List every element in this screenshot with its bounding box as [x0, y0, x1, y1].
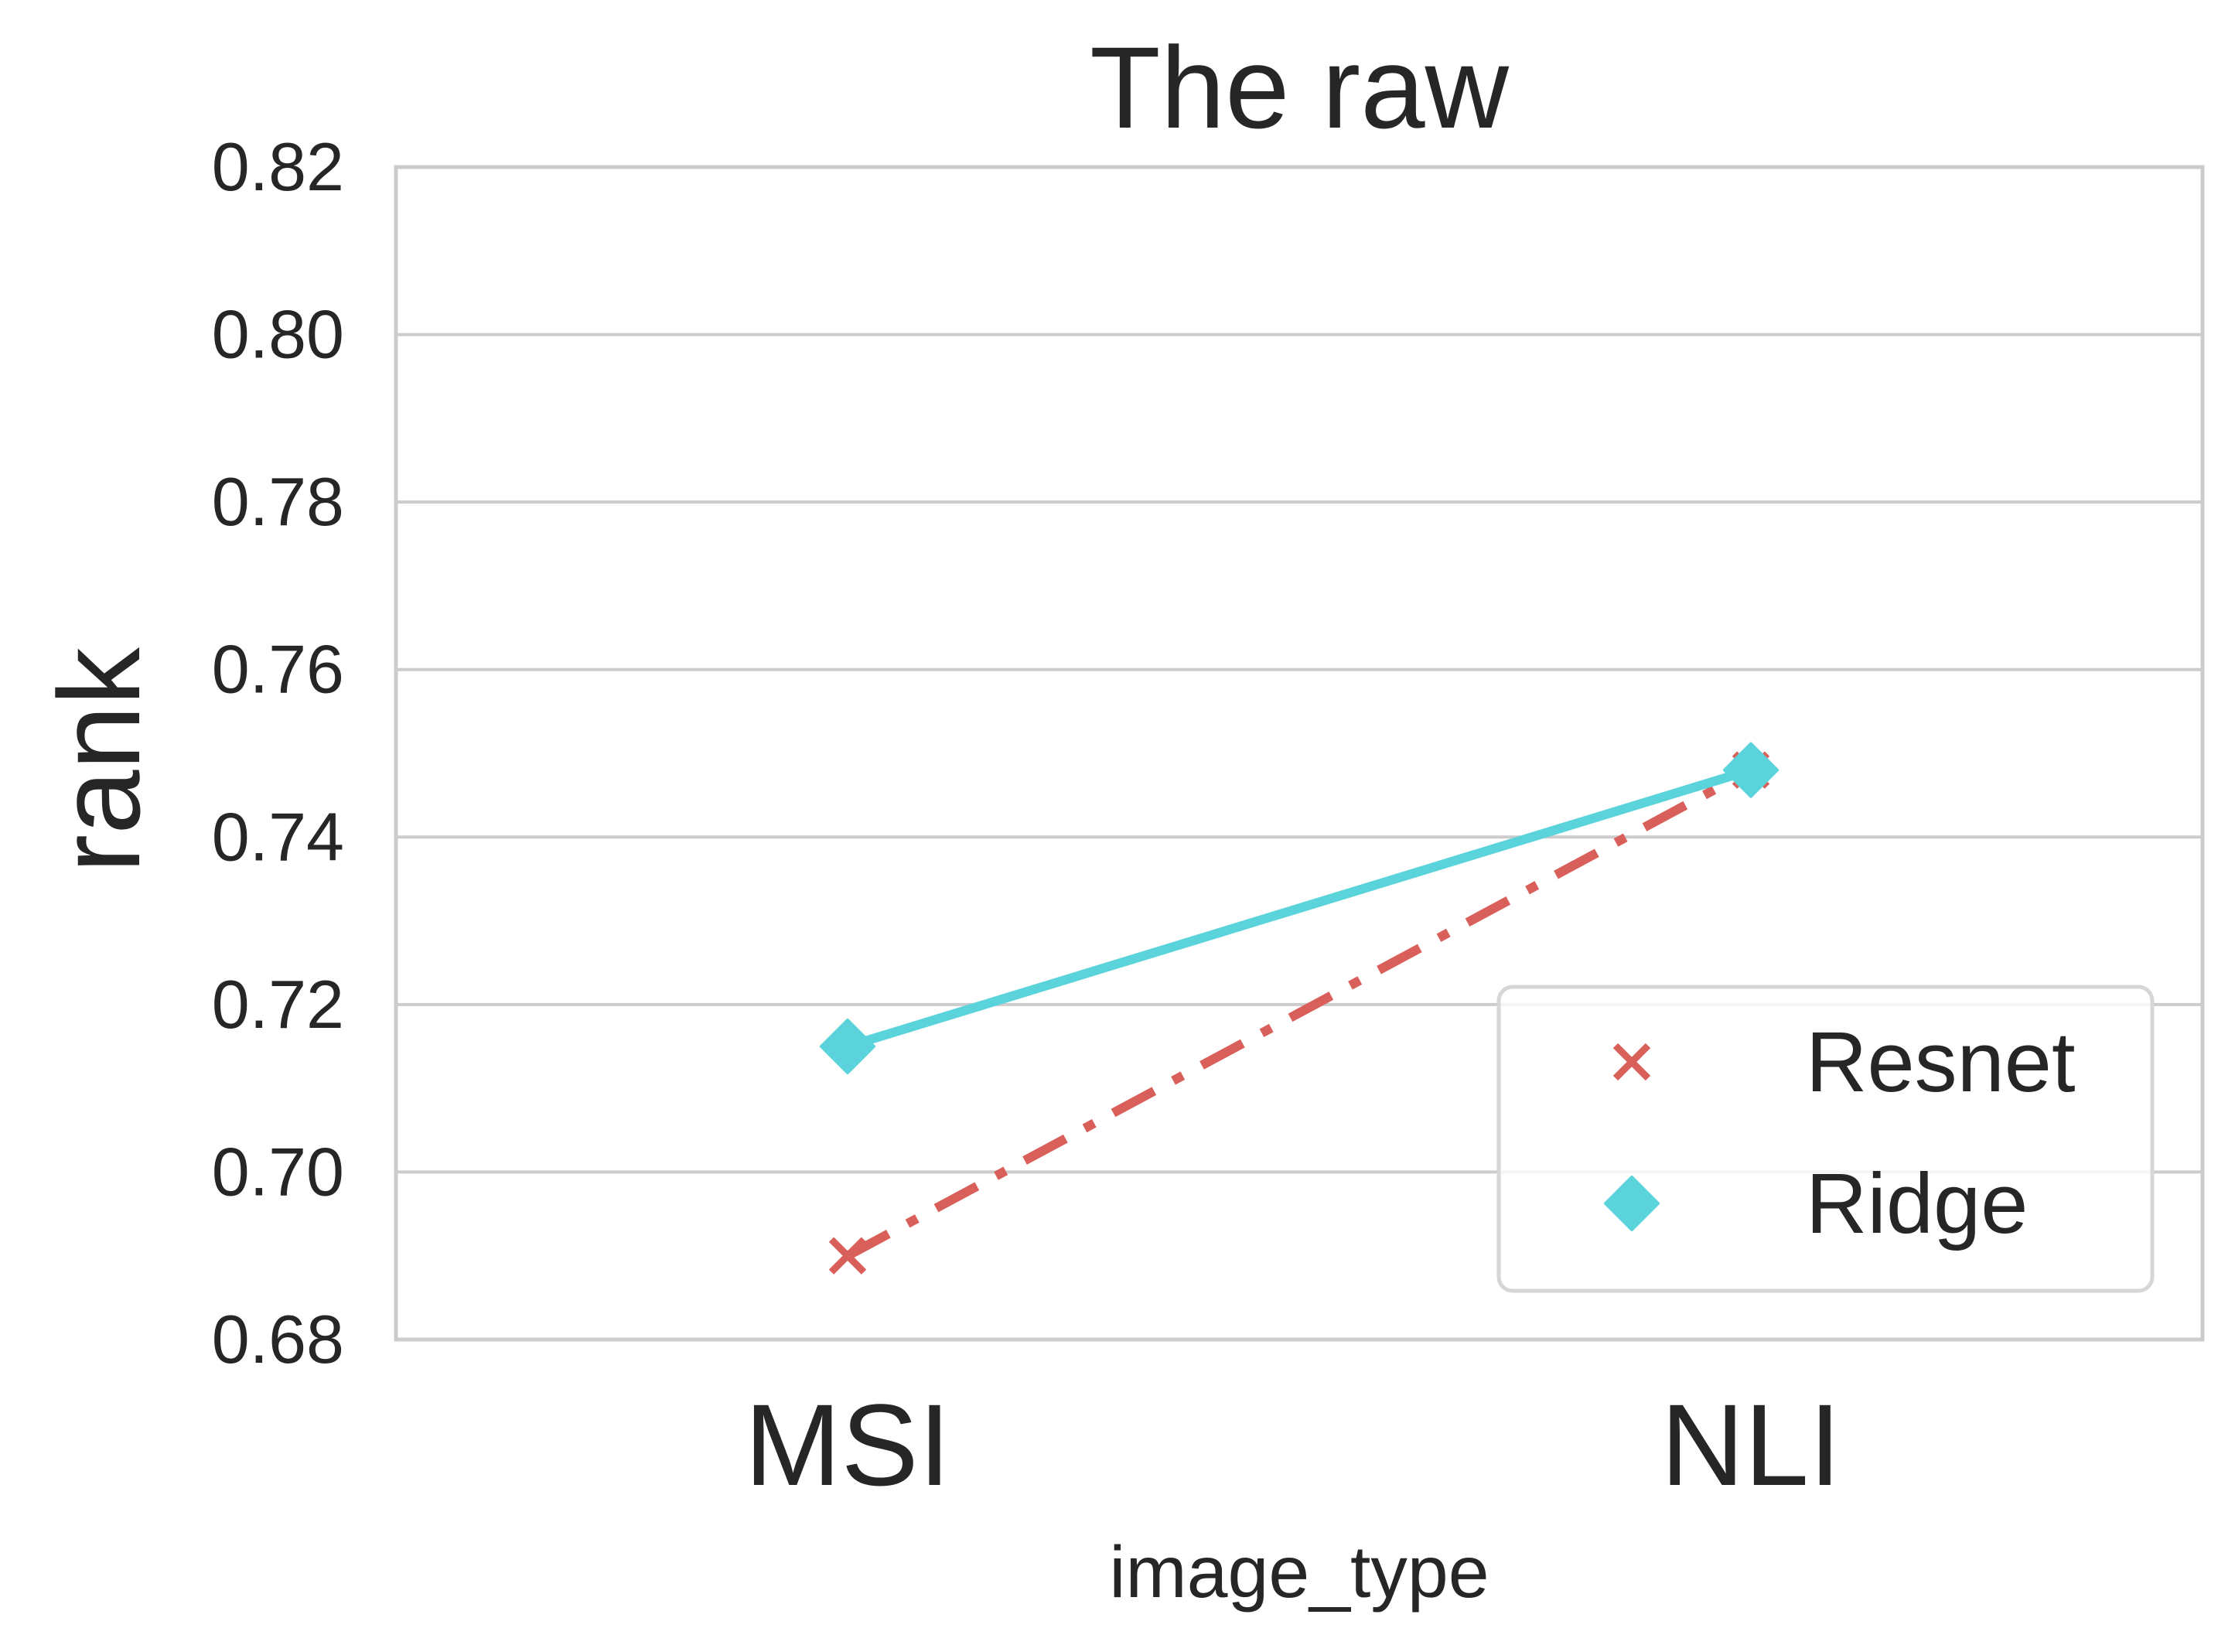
- data-point-resnet: [828, 1237, 867, 1275]
- plot-area-frame: [394, 165, 2205, 1342]
- y-tick-label: 0.72: [212, 966, 344, 1043]
- y-tick-label: 0.76: [212, 631, 344, 708]
- series-line-resnet: [845, 766, 1753, 1260]
- y-tick-label: 0.68: [212, 1301, 344, 1377]
- y-tick-label: 0.80: [212, 296, 344, 373]
- data-point-ridge: [820, 1019, 875, 1074]
- series-line-ridge: [846, 765, 1752, 1051]
- y-tick-label: 0.82: [212, 128, 344, 205]
- legend-label-resnet: Resnet: [1806, 1015, 2076, 1110]
- series-group: [820, 742, 1779, 1275]
- y-axis-label: rank: [34, 647, 164, 873]
- x-axis-label: image_type: [1109, 1531, 1489, 1613]
- y-tick-labels: 0.68 0.70 0.72 0.74 0.76 0.78 0.80 0.82: [212, 128, 344, 1377]
- x-tick-label: NLI: [1660, 1380, 1841, 1510]
- grid-lines: [396, 333, 2203, 1174]
- data-point-ridge: [1723, 742, 1779, 798]
- x-tick-labels: MSI NLI: [745, 1380, 1841, 1510]
- legend: Resnet Ridge: [1496, 985, 2155, 1293]
- x-tick-label: MSI: [745, 1380, 951, 1510]
- y-tick-label: 0.74: [212, 798, 344, 875]
- legend-frame: [1496, 985, 2155, 1293]
- y-tick-label: 0.70: [212, 1133, 344, 1210]
- chart-title: The raw: [1090, 22, 1510, 152]
- legend-marker-ridge: [1604, 1176, 1660, 1231]
- legend-marker-resnet: [1612, 1043, 1651, 1081]
- legend-label-ridge: Ridge: [1806, 1156, 2028, 1251]
- y-tick-label: 0.78: [212, 463, 344, 540]
